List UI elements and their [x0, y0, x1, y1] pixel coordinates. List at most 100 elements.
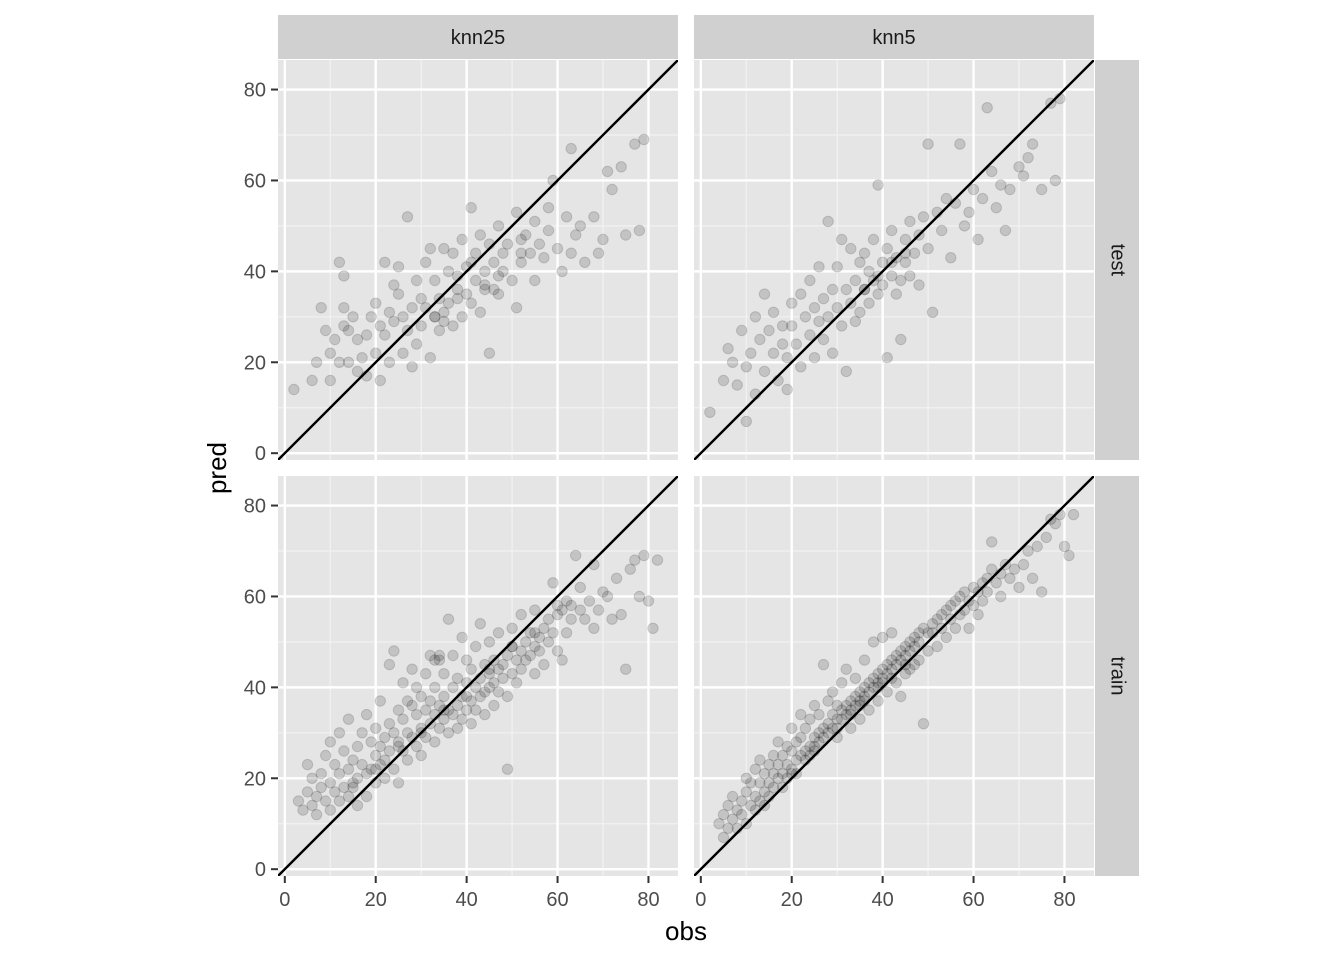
row-strip	[1095, 60, 1139, 460]
data-point	[808, 302, 821, 314]
data-point	[333, 795, 346, 807]
data-point	[370, 749, 382, 762]
data-point	[799, 722, 812, 734]
data-point	[899, 668, 912, 680]
data-point	[904, 215, 916, 228]
data-point	[379, 772, 391, 784]
data-point	[515, 608, 527, 621]
data-point	[713, 818, 725, 830]
data-point	[749, 763, 762, 775]
data-point	[388, 279, 400, 291]
data-point	[999, 224, 1012, 237]
data-point	[881, 686, 893, 698]
data-point	[731, 804, 743, 816]
data-point	[638, 133, 650, 146]
panel-points	[292, 549, 664, 821]
data-point	[890, 288, 902, 300]
data-point	[447, 320, 459, 332]
data-point	[379, 731, 391, 744]
data-point	[876, 663, 889, 675]
y-tick-label: 80	[244, 496, 266, 518]
data-point	[717, 374, 730, 387]
data-point	[772, 772, 784, 784]
data-point	[592, 604, 605, 616]
data-point	[292, 795, 305, 807]
data-point	[324, 374, 336, 387]
data-point	[895, 274, 907, 287]
data-point	[1022, 152, 1034, 164]
data-point	[433, 722, 446, 734]
data-point	[333, 356, 346, 368]
data-point	[945, 252, 957, 264]
panel-points	[713, 508, 1080, 844]
data-point	[940, 631, 952, 644]
data-point	[990, 202, 1002, 214]
data-point	[556, 604, 568, 616]
data-point	[908, 658, 921, 671]
data-point	[758, 786, 771, 798]
data-point	[370, 763, 382, 775]
data-point	[981, 102, 993, 114]
data-point	[972, 233, 984, 246]
data-point	[949, 595, 962, 607]
data-point	[954, 138, 966, 150]
data-point	[858, 247, 871, 259]
data-point	[867, 672, 880, 684]
data-point	[342, 790, 355, 803]
data-point	[922, 242, 934, 255]
data-point	[722, 799, 734, 812]
data-point	[722, 822, 734, 834]
data-point	[890, 677, 902, 689]
data-point	[456, 233, 468, 246]
data-point	[972, 608, 984, 621]
data-point	[429, 274, 441, 287]
data-point	[492, 627, 505, 639]
data-point	[392, 261, 405, 273]
data-point	[306, 772, 318, 784]
data-point	[429, 311, 441, 323]
data-point	[397, 713, 409, 725]
data-point	[388, 315, 400, 328]
data-point	[479, 265, 491, 278]
data-point	[840, 663, 852, 675]
data-point	[895, 654, 907, 666]
data-point	[401, 695, 414, 707]
data-point	[817, 731, 830, 744]
data-point	[374, 374, 386, 387]
data-point	[451, 292, 464, 305]
data-point	[976, 192, 989, 205]
y-tick-label: 80	[244, 80, 266, 102]
data-point	[767, 306, 780, 318]
data-point	[356, 758, 368, 771]
data-point	[740, 772, 752, 784]
data-point	[717, 808, 730, 821]
data-point	[406, 699, 418, 712]
data-point	[872, 677, 884, 689]
data-point	[1058, 540, 1071, 553]
data-point	[288, 383, 300, 396]
data-point	[506, 274, 518, 287]
data-point	[967, 581, 980, 594]
data-point	[329, 786, 341, 798]
data-point	[392, 736, 405, 748]
data-point	[726, 356, 739, 368]
data-point	[754, 333, 766, 346]
data-point	[360, 768, 373, 780]
data-point	[849, 274, 862, 287]
data-point	[351, 740, 364, 753]
x-tick-label: 60	[962, 889, 984, 911]
data-point	[488, 256, 500, 268]
data-point	[351, 799, 364, 812]
data-point	[758, 768, 771, 780]
data-point	[795, 708, 807, 721]
data-point	[849, 690, 862, 703]
reference-line-group	[694, 60, 1094, 460]
data-point	[904, 636, 916, 648]
data-point	[297, 804, 309, 816]
data-point	[565, 613, 577, 625]
data-point	[483, 668, 496, 680]
data-point	[515, 645, 527, 657]
data-point	[442, 727, 455, 739]
data-point	[420, 731, 432, 744]
data-point	[401, 754, 414, 766]
